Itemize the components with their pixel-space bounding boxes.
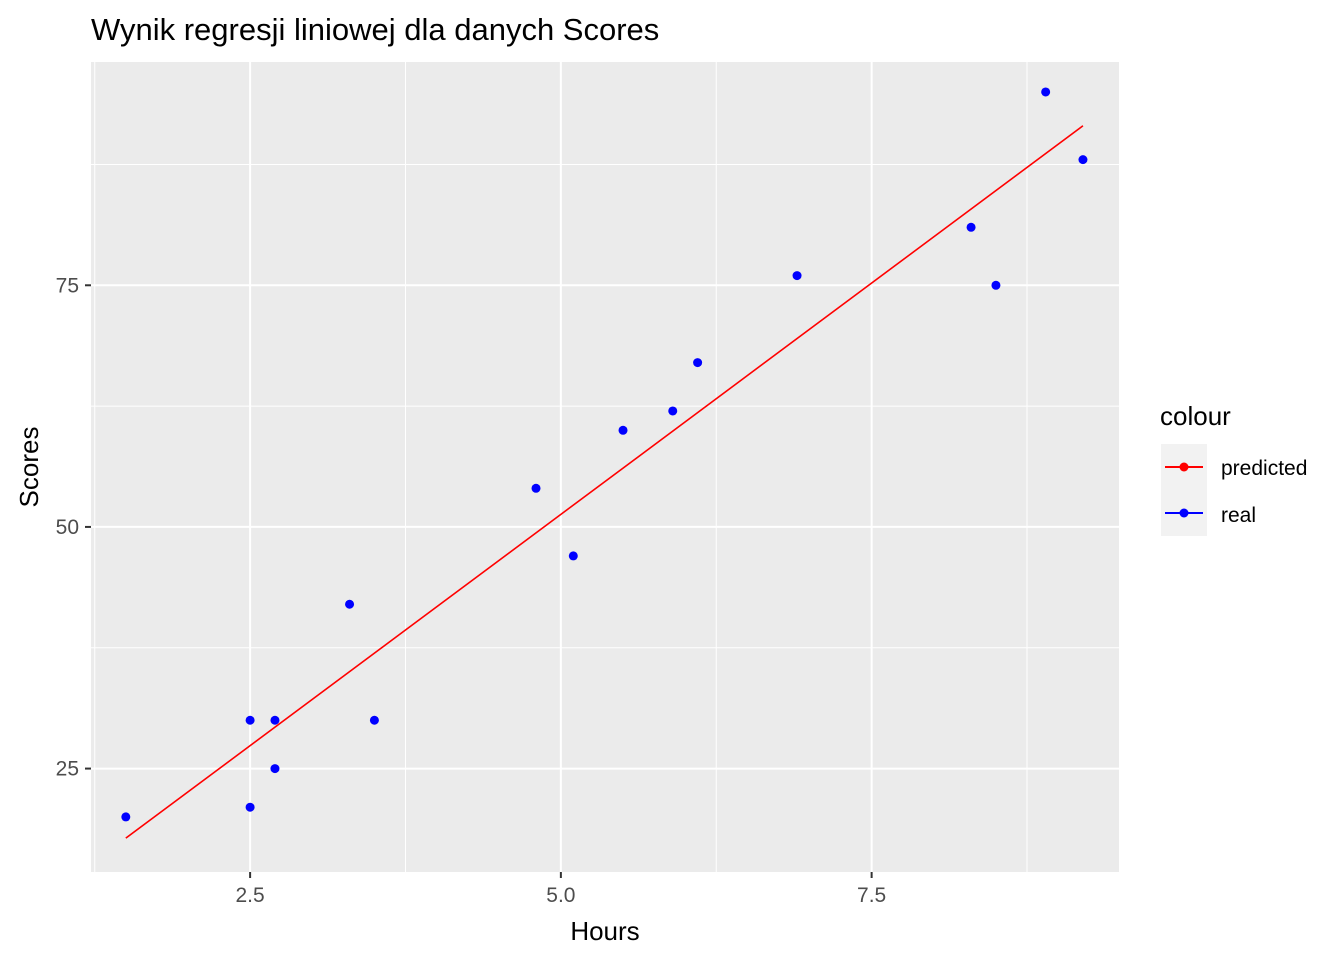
data-point-real: [270, 715, 280, 725]
x-tick-label: 7.5: [857, 884, 886, 907]
y-tick-label: 75: [56, 274, 79, 297]
chart-title: Wynik regresji liniowej dla danych Score…: [91, 12, 659, 47]
legend-title: colour: [1160, 401, 1231, 431]
data-point-real: [245, 802, 255, 812]
data-point-real: [792, 271, 802, 281]
legend-label-predicted: predicted: [1221, 457, 1307, 480]
data-point-real: [568, 551, 578, 561]
data-point-real: [966, 222, 976, 232]
data-point-real: [991, 280, 1001, 290]
series-line-predicted: [125, 125, 1084, 839]
legend-key-point-predicted: [1179, 462, 1189, 472]
data-point-real: [693, 358, 703, 368]
data-point-real: [121, 812, 131, 822]
plot-panel: [91, 62, 1119, 872]
data-point-real: [531, 483, 541, 493]
x-tick-label: 5.0: [546, 884, 575, 907]
legend: colour predicted real: [1160, 401, 1307, 536]
data-point-real: [369, 715, 379, 725]
legend-label-real: real: [1221, 504, 1256, 527]
y-tick-label: 25: [56, 758, 79, 781]
data-point-real: [270, 764, 280, 774]
grid-minor: [91, 62, 1119, 872]
y-axis-title: Scores: [14, 427, 44, 508]
grid-major: [91, 62, 1119, 872]
data-point-real: [1078, 155, 1088, 165]
data-point-real: [618, 425, 628, 435]
legend-key-point-real: [1179, 508, 1189, 518]
data-point-real: [245, 715, 255, 725]
x-tick-label: 2.5: [236, 884, 265, 907]
series-layer: [121, 87, 1088, 839]
data-point-real: [1041, 87, 1051, 97]
y-axis-ticks: 25 50 75: [56, 274, 91, 781]
y-tick-label: 50: [56, 516, 79, 539]
data-point-real: [668, 406, 678, 416]
x-axis-ticks: 2.5 5.0 7.5: [236, 872, 886, 907]
x-axis-title: Hours: [570, 916, 639, 946]
data-point-real: [345, 599, 355, 609]
